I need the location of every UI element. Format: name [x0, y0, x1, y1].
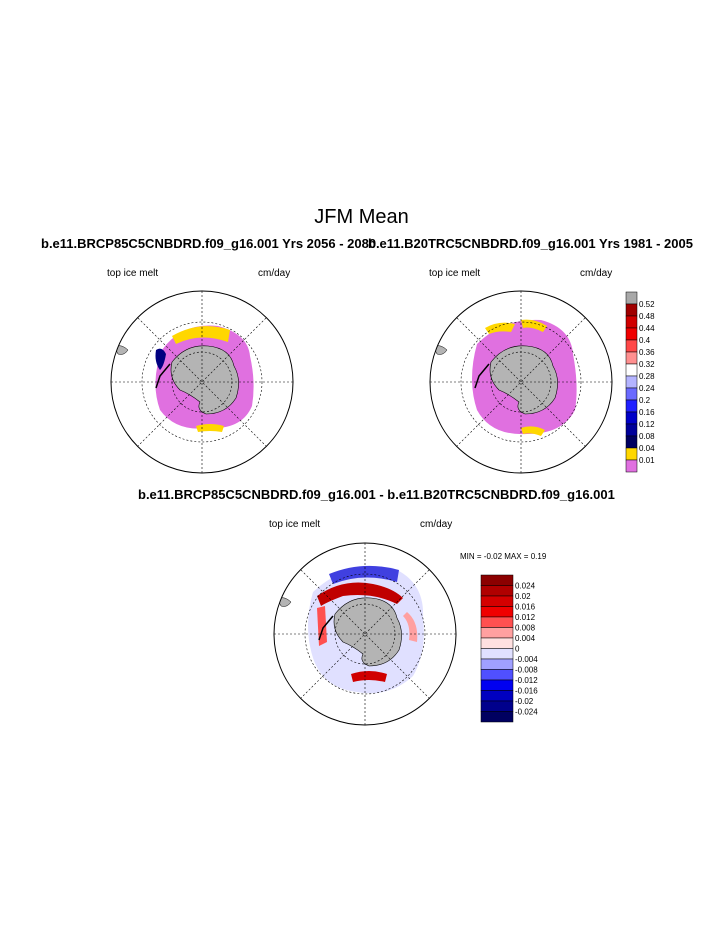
diff-positive-band-east [403, 612, 418, 642]
colorbar-diff-label: 0.004 [515, 634, 536, 643]
colorbar-top-label: 0.2 [639, 396, 651, 405]
diff-positive-band-west [317, 606, 327, 646]
colorbar-diff-swatch [480, 637, 514, 649]
main-title: JFM Mean [314, 206, 409, 228]
colorbar-top-swatch [625, 351, 638, 365]
diff-positive-band-north [317, 582, 403, 606]
colorbar-diff-swatch [480, 595, 514, 607]
colorbar-diff-label: -0.02 [515, 697, 534, 706]
colorbar-top-label: 0.32 [639, 360, 655, 369]
colorbar-diff-label: 0.02 [515, 592, 531, 601]
colorbar-diff-swatch [480, 606, 514, 618]
antarctica-land [333, 597, 402, 667]
colorbar-diff-label: -0.016 [515, 687, 538, 696]
colorbar-top-swatch [625, 315, 638, 329]
panel-right-title: b.e11.B20TRC5CNBDRD.f09_g16.001 Yrs 1981… [368, 236, 693, 251]
colorbar-diff-label: -0.004 [515, 655, 538, 664]
map-left [110, 290, 294, 474]
colorbar-top-swatch [625, 423, 638, 437]
colorbar-diff-label: 0.024 [515, 582, 536, 591]
panel-right-variable: top ice melt [429, 268, 481, 279]
colorbar-diff-swatch [480, 700, 514, 712]
colorbar-top-swatch [625, 399, 638, 413]
colorbar-diff-swatch [480, 574, 514, 586]
colorbar-diff-label: -0.024 [515, 708, 538, 717]
diff-min-max: MIN = -0.02 MAX = 0.19 [460, 552, 547, 561]
colorbar-top-label: 0.28 [639, 372, 655, 381]
panel-left-units: cm/day [258, 268, 291, 279]
colorbar-diff-label: 0.012 [515, 613, 536, 622]
colorbar-diff-label: 0.008 [515, 624, 536, 633]
colorbar-top-swatch [625, 387, 638, 401]
diff-negative-band-north [329, 565, 399, 584]
panel-left-title: b.e11.BRCP85C5CNBDRD.f09_g16.001 Yrs 205… [41, 236, 377, 251]
sea-ice-yellow-patch-south [521, 426, 545, 436]
colorbar-diff-swatch [480, 669, 514, 681]
colorbar-diff-swatch [480, 648, 514, 660]
map-right [429, 290, 613, 474]
colorbar-top-label: 0.48 [639, 312, 655, 321]
panel-right-units: cm/day [580, 268, 613, 279]
colorbar-top-swatch [625, 375, 638, 389]
colorbar-top: 0.52 0.48 0.44 0.4 0.36 0.32 0.28 0.24 0.2 0.16 0.… [625, 291, 655, 473]
colorbar-top-swatch [625, 363, 638, 377]
colorbar-diff-swatch [480, 679, 514, 691]
colorbar-diff-label: -0.008 [515, 666, 538, 675]
antarctica-land [489, 345, 558, 415]
diff-title: b.e11.BRCP85C5CNBDRD.f09_g16.001 - b.e11… [138, 487, 615, 502]
colorbar-diff-swatch [480, 627, 514, 639]
colorbar-diff-swatch [480, 690, 514, 702]
colorbar-diff-label: 0.016 [515, 603, 536, 612]
colorbar-diff-swatch [480, 585, 514, 597]
diff-units: cm/day [420, 519, 453, 530]
colorbar-top-label: 0.12 [639, 420, 655, 429]
colorbar-top-swatch [625, 411, 638, 425]
colorbar-top-swatch [625, 291, 638, 305]
diff-variable: top ice melt [269, 519, 321, 530]
antarctic-peninsula [155, 363, 171, 389]
colorbar-top-label: 0.08 [639, 432, 655, 441]
diff-positive-band-south [351, 671, 387, 682]
colorbar-top-swatch [625, 339, 638, 353]
colorbar-top-label: 0.4 [639, 336, 651, 345]
sea-ice-yellow-patch-b [521, 319, 547, 332]
colorbar-top-swatch [625, 327, 638, 341]
colorbar-diff-label: 0 [515, 645, 520, 654]
colorbar-top-swatch [625, 459, 638, 473]
colorbar-top-swatch [625, 303, 638, 317]
antarctic-peninsula [318, 615, 334, 641]
colorbar-top-label: 0.52 [639, 300, 655, 309]
colorbar-diff-swatch [480, 658, 514, 670]
colorbar-top-swatch [625, 435, 638, 449]
colorbar-top-label: 0.04 [639, 444, 655, 453]
colorbar-top-label: 0.01 [639, 456, 655, 465]
colorbar-top-label: 0.36 [639, 348, 655, 357]
antarctic-peninsula [474, 363, 490, 389]
panel-left-variable: top ice melt [107, 268, 159, 279]
colorbar-top-swatch [625, 447, 638, 461]
colorbar-top-label: 0.44 [639, 324, 655, 333]
antarctica-land [170, 345, 239, 415]
colorbar-diff-swatch [480, 616, 514, 628]
map-difference [273, 542, 457, 726]
sea-ice-yellow-band-south [196, 424, 224, 432]
sea-ice-yellow-band-north [172, 326, 230, 344]
colorbar-diff-label: -0.012 [515, 676, 538, 685]
sea-ice-yellow-patch-a [485, 322, 515, 334]
colorbar-top-label: 0.16 [639, 408, 655, 417]
colorbar-diff-swatch [480, 711, 514, 723]
colorbar-top-label: 0.24 [639, 384, 655, 393]
low-melt-blue-patch [155, 348, 166, 370]
